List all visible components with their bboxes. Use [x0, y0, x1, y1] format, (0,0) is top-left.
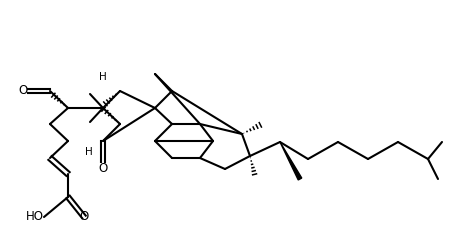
Polygon shape [280, 142, 302, 180]
Text: O: O [79, 211, 89, 223]
Text: O: O [19, 84, 28, 98]
Text: HO: HO [26, 211, 44, 223]
Text: O: O [99, 162, 108, 175]
Text: H: H [99, 72, 107, 82]
Text: H: H [85, 147, 93, 157]
